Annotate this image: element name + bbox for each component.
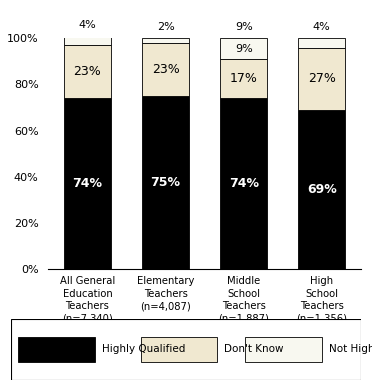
FancyBboxPatch shape [11,319,361,380]
Text: 2%: 2% [157,22,174,32]
Text: 27%: 27% [308,72,336,85]
Text: Don't Know: Don't Know [224,344,284,354]
Bar [298,38,345,48]
FancyBboxPatch shape [18,337,95,362]
Text: 23%: 23% [74,65,101,78]
Text: 17%: 17% [230,72,257,85]
Bar [64,98,111,269]
Text: 4%: 4% [78,20,96,30]
Text: 4%: 4% [313,22,331,32]
Bar [220,38,267,59]
Bar [298,48,345,110]
FancyBboxPatch shape [246,337,323,362]
Bar [64,45,111,98]
Bar [142,38,189,43]
Bar [298,110,345,269]
Text: 74%: 74% [73,177,102,190]
Text: 75%: 75% [151,176,180,189]
Text: Not Highly Qualified: Not Highly Qualified [329,344,372,354]
Text: 69%: 69% [307,183,337,196]
Bar [220,59,267,98]
Bar [220,98,267,269]
Text: 9%: 9% [235,44,253,54]
Text: 23%: 23% [152,63,179,76]
Text: 74%: 74% [229,177,259,190]
Bar [142,43,189,96]
FancyBboxPatch shape [141,337,218,362]
Bar [142,96,189,269]
Bar [64,36,111,45]
Text: 9%: 9% [235,22,253,32]
Text: Highly Qualified: Highly Qualified [102,344,186,354]
